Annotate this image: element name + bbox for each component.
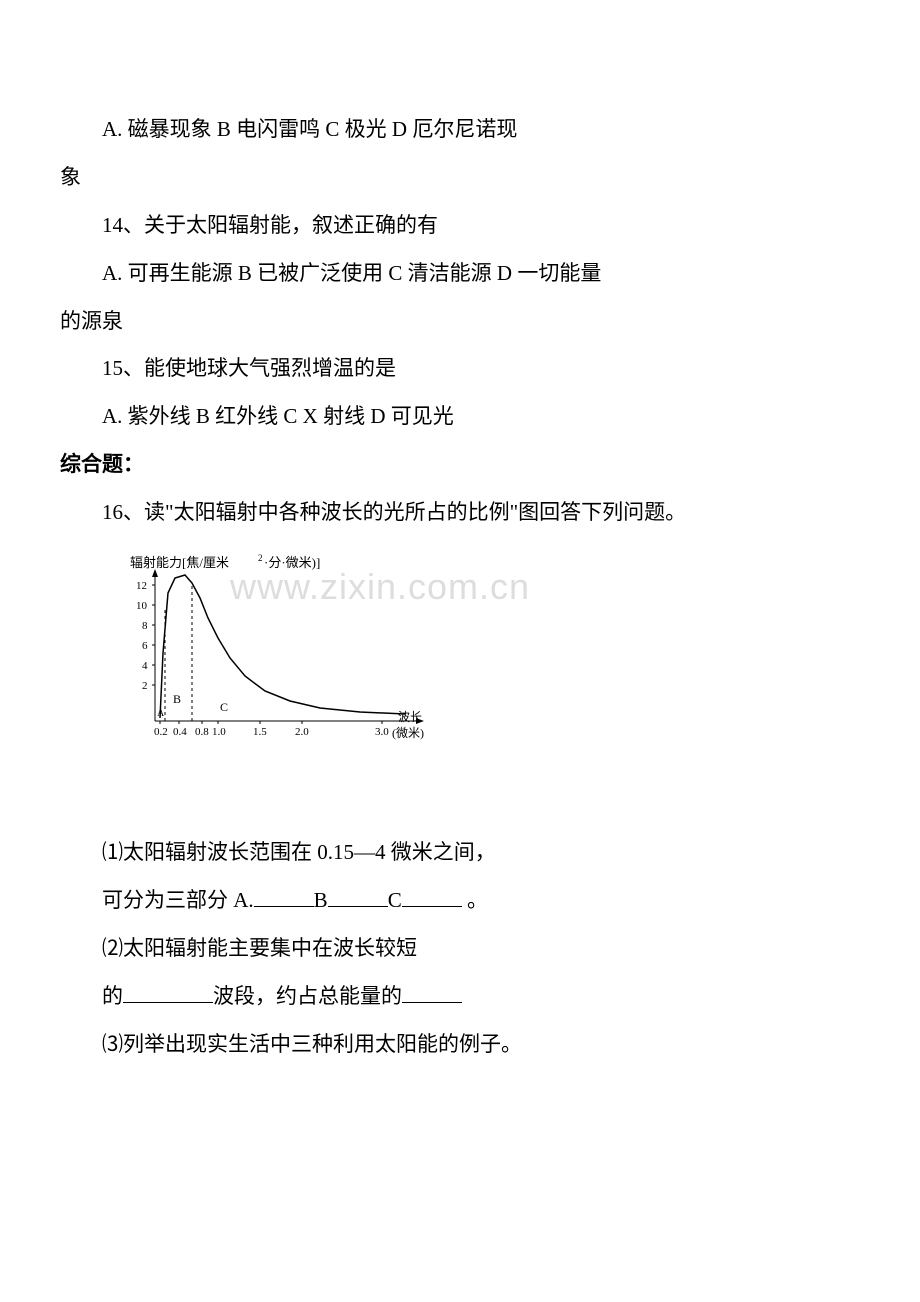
q14-options-line2: 的源泉 bbox=[60, 302, 860, 342]
chart-title-part1: 辐射能力[焦/厘米 bbox=[130, 555, 229, 570]
section-header: 综合题： bbox=[60, 445, 860, 485]
x-tick-0.8: 0.8 bbox=[195, 726, 209, 738]
q15-stem: 15、能使地球大气强烈增温的是 bbox=[60, 349, 860, 389]
chart-svg: 辐射能力[焦/厘米 2 ·分·微米)] 12 10 8 6 4 2 0.2 0.… bbox=[130, 553, 470, 763]
q16-sub1-pre: 可分为三部分 A. bbox=[102, 888, 254, 912]
x-tick-1.0: 1.0 bbox=[212, 726, 226, 738]
radiation-chart: www.zixin.com.cn 辐射能力[焦/厘米 2 ·分·微米)] 12 … bbox=[130, 553, 470, 773]
x-tick-0.4: 0.4 bbox=[173, 726, 187, 738]
y-tick-2: 2 bbox=[142, 680, 148, 692]
q16-stem: 16、读"太阳辐射中各种波长的光所占的比例"图回答下列问题。 bbox=[60, 493, 860, 533]
q16-sub2-line2: 的 波段，约占总能量的 bbox=[60, 977, 860, 1017]
blank-b[interactable] bbox=[328, 886, 388, 907]
y-tick-8: 8 bbox=[142, 620, 148, 632]
y-tick-12: 12 bbox=[136, 580, 147, 592]
region-b-label: B bbox=[173, 692, 181, 706]
x-tick-1.5: 1.5 bbox=[253, 726, 267, 738]
q16-sub1-end: 。 bbox=[462, 888, 488, 912]
x-tick-0.2: 0.2 bbox=[154, 726, 168, 738]
y-tick-4: 4 bbox=[142, 660, 148, 672]
q16-sub1-line2: 可分为三部分 A. B C 。 bbox=[60, 881, 860, 921]
q13-options-line2: 象 bbox=[60, 158, 860, 198]
chart-title-sup: 2 bbox=[258, 553, 263, 563]
y-axis-arrow bbox=[152, 569, 158, 577]
q14-stem: 14、关于太阳辐射能，叙述正确的有 bbox=[60, 206, 860, 246]
blank-percent[interactable] bbox=[402, 982, 462, 1003]
blank-band[interactable] bbox=[123, 982, 213, 1003]
q16-sub2-pre: 的 bbox=[102, 984, 123, 1008]
q13-options-line1: A. 磁暴现象 B 电闪雷鸣 C 极光 D 厄尔尼诺现 bbox=[60, 110, 860, 150]
y-tick-6: 6 bbox=[142, 640, 148, 652]
q16-sub3: ⑶列举出现实生活中三种利用太阳能的例子。 bbox=[60, 1025, 860, 1065]
x-label-top: 波长 bbox=[398, 710, 422, 724]
x-tick-2.0: 2.0 bbox=[295, 726, 309, 738]
q16-sub1-b: B bbox=[314, 888, 328, 912]
q16-sub1-line1: ⑴太阳辐射波长范围在 0.15—4 微米之间， bbox=[60, 833, 860, 873]
region-c-label: C bbox=[220, 700, 228, 714]
radiation-curve bbox=[160, 575, 405, 718]
blank-a[interactable] bbox=[254, 886, 314, 907]
chart-title-part2: ·分·微米)] bbox=[264, 555, 320, 570]
q14-options-line1: A. 可再生能源 B 已被广泛使用 C 清洁能源 D 一切能量 bbox=[60, 254, 860, 294]
q16-sub2-line1: ⑵太阳辐射能主要集中在波长较短 bbox=[60, 929, 860, 969]
x-tick-3.0: 3.0 bbox=[375, 726, 389, 738]
y-tick-10: 10 bbox=[136, 600, 148, 612]
blank-c[interactable] bbox=[402, 886, 462, 907]
q16-sub1-c: C bbox=[388, 888, 402, 912]
q16-sub2-mid: 波段，约占总能量的 bbox=[213, 984, 402, 1008]
q15-options: A. 紫外线 B 红外线 C X 射线 D 可见光 bbox=[60, 397, 860, 437]
x-label-bottom: (微米) bbox=[392, 726, 424, 740]
